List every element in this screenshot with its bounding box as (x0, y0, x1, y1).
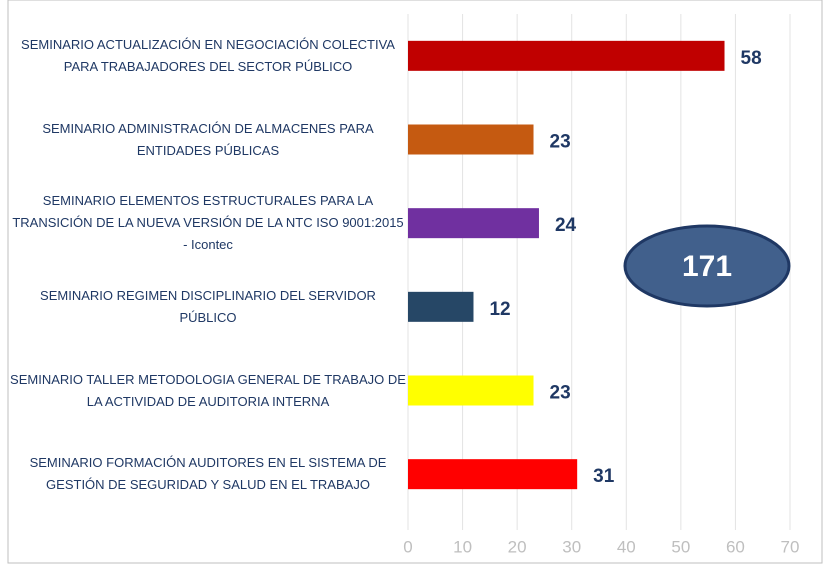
category-label-box: SEMINARIO ACTUALIZACIÓN EN NEGOCIACIÓN C… (21, 36, 395, 74)
value-label: 12 (489, 299, 510, 320)
x-tick-label: 0 (403, 537, 412, 556)
category-label-box: SEMINARIO ELEMENTOS ESTRUCTURALES PARA L… (12, 193, 404, 253)
x-tick-label: 30 (562, 537, 581, 556)
y-tick-label: SEMINARIO ADMINISTRACIÓN DE ALMACENES PA… (42, 120, 374, 158)
value-label: 31 (593, 466, 615, 487)
y-tick-label: SEMINARIO FORMACIÓN AUDITORES EN EL SIST… (29, 455, 387, 493)
value-label: 23 (550, 383, 571, 404)
y-tick-label: SEMINARIO ACTUALIZACIÓN EN NEGOCIACIÓN C… (21, 36, 395, 74)
category-label-box: SEMINARIO REGIMEN DISCIPLINARIO DEL SERV… (40, 287, 376, 325)
y-tick-label: SEMINARIO TALLER METODOLOGIA GENERAL DE … (10, 371, 406, 409)
x-tick-label: 20 (508, 537, 527, 556)
value-label: 24 (555, 215, 577, 236)
value-label: 58 (741, 48, 762, 69)
x-tick-label: 10 (453, 537, 472, 556)
bar (408, 124, 534, 155)
x-tick-label: 70 (781, 537, 800, 556)
bar (408, 208, 539, 239)
bar (408, 459, 578, 490)
category-label-box: SEMINARIO FORMACIÓN AUDITORES EN EL SIST… (29, 455, 387, 493)
value-label: 23 (550, 132, 571, 153)
bar (408, 40, 725, 71)
category-label-box: SEMINARIO TALLER METODOLOGIA GENERAL DE … (10, 371, 406, 409)
x-tick-label: 40 (617, 537, 636, 556)
bar (408, 375, 534, 406)
annotation-ellipse (623, 224, 791, 308)
y-tick-label: SEMINARIO REGIMEN DISCIPLINARIO DEL SERV… (40, 287, 376, 325)
x-tick-label: 60 (726, 537, 745, 556)
bar (408, 291, 474, 322)
category-label-box: SEMINARIO ADMINISTRACIÓN DE ALMACENES PA… (42, 120, 374, 158)
annotation: 171 (623, 224, 791, 308)
annotation-text: 171 (682, 250, 732, 283)
x-tick-label: 50 (671, 537, 690, 556)
y-tick-label: SEMINARIO ELEMENTOS ESTRUCTURALES PARA L… (12, 193, 404, 253)
